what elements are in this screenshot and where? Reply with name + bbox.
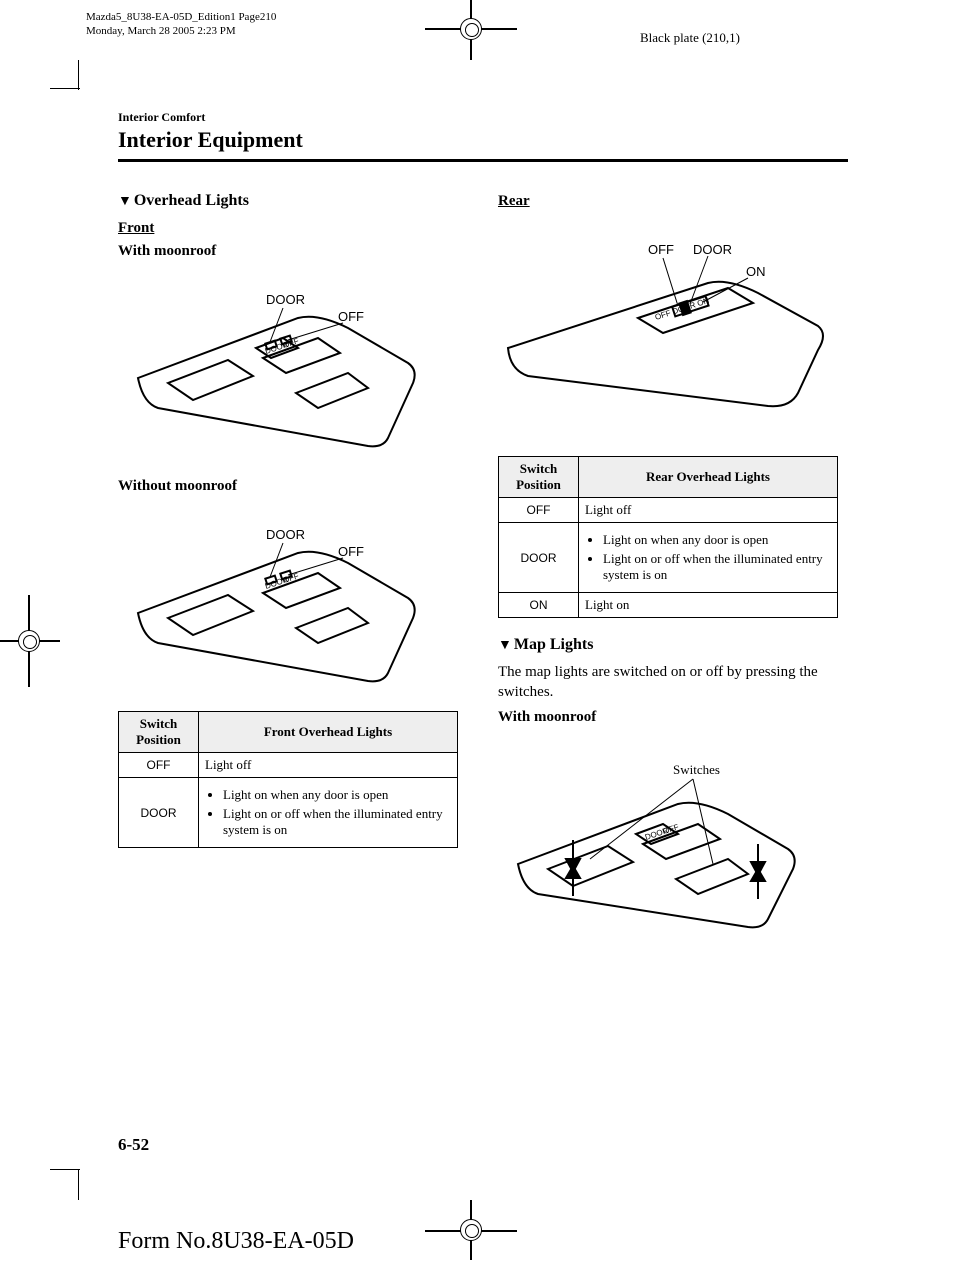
left-column: ▼Overhead Lights Front With moonroof [118,192,468,962]
print-header: Mazda5_8U38-EA-05D_Edition1 Page210 Mond… [86,10,276,39]
col-header-desc: Front Overhead Lights [199,712,458,753]
registration-mark-icon [18,630,40,652]
front-overhead-lights-table: Switch Position Front Overhead Lights OF… [118,711,458,848]
rear-diagram: OFF DOOR ON OFF DOOR ON [498,228,838,438]
table-row: DOOR Light on when any door is open Ligh… [499,523,838,593]
pos-cell: DOOR [119,778,199,848]
page-content: Interior Comfort Interior Equipment ▼Ove… [118,110,848,962]
off-label: OFF [648,242,674,257]
door-label: DOOR [266,527,305,542]
bullet-item: Light on when any door is open [603,532,831,548]
map-lights-text: Map Lights [514,636,594,653]
col-header-position: Switch Position [119,712,199,753]
rear-overhead-lights-table: Switch Position Rear Overhead Lights OFF… [498,456,838,618]
table-row: DOOR Light on when any door is open Ligh… [119,778,458,848]
with-moonroof-label: With moonroof [118,243,468,260]
map-lights-body: The map lights are switched on or off by… [498,662,848,703]
print-header-line1: Mazda5_8U38-EA-05D_Edition1 Page210 [86,10,276,24]
triangle-down-icon: ▼ [118,194,132,209]
table-header-row: Switch Position Front Overhead Lights [119,712,458,753]
door-label: DOOR [266,292,305,307]
registration-mark-icon [460,18,482,40]
section-title: Interior Equipment [118,127,848,153]
map-with-moonroof-label: With moonroof [498,709,848,726]
off-label: OFF [338,544,364,559]
table-header-row: Switch Position Rear Overhead Lights [499,457,838,498]
switches-label: Switches [673,762,720,777]
desc-cell: Light off [579,498,838,523]
desc-cell: Light on when any door is open Light on … [199,778,458,848]
overhead-lights-text: Overhead Lights [134,192,249,209]
front-label: Front [118,220,154,237]
corner-crop-icon [50,1169,80,1170]
front-without-moonroof-diagram: DOOR OFF DOOR OFF [118,513,458,693]
pos-cell: OFF [119,753,199,778]
desc-cell: Light off [199,753,458,778]
desc-cell: Light on [579,593,838,618]
off-label: OFF [338,309,364,324]
bullet-item: Light on or off when the illuminated ent… [603,551,831,583]
pos-cell: OFF [499,498,579,523]
corner-crop-icon [50,88,80,89]
corner-crop-icon [78,60,79,90]
print-header-line2: Monday, March 28 2005 2:23 PM [86,24,276,38]
bullet-item: Light on or off when the illuminated ent… [223,806,451,838]
form-number: Form No.8U38-EA-05D [118,1228,354,1255]
rear-label: Rear [498,193,530,210]
table-row: OFF Light off [499,498,838,523]
on-label: ON [746,264,766,279]
map-lights-heading: ▼Map Lights [498,636,848,654]
chapter-label: Interior Comfort [118,110,848,125]
triangle-down-icon: ▼ [498,638,512,653]
col-header-desc: Rear Overhead Lights [579,457,838,498]
registration-mark-icon [460,1219,482,1241]
section-divider [118,159,848,162]
desc-cell: Light on when any door is open Light on … [579,523,838,593]
overhead-lights-heading: ▼Overhead Lights [118,192,468,210]
right-column: Rear OFF DOOR ON OFF DOOR ON [498,192,848,962]
pos-cell: DOOR [499,523,579,593]
pos-cell: ON [499,593,579,618]
bullet-item: Light on when any door is open [223,787,451,803]
corner-crop-icon [78,1170,79,1200]
table-row: OFF Light off [119,753,458,778]
table-row: ON Light on [499,593,838,618]
map-lights-diagram: Switches DOOR OFF [498,744,838,944]
door-label: DOOR [693,242,732,257]
without-moonroof-label: Without moonroof [118,478,468,495]
page-number: 6-52 [118,1135,149,1155]
col-header-position: Switch Position [499,457,579,498]
front-with-moonroof-diagram: DOOR OFF DOOR OFF [118,278,458,458]
plate-label: Black plate (210,1) [640,30,740,46]
